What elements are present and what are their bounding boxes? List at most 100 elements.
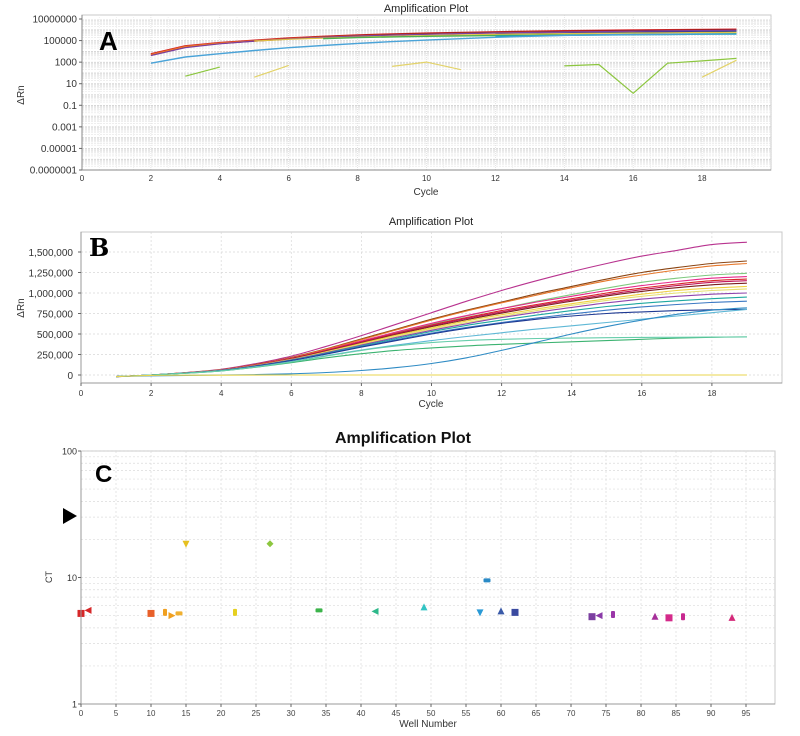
- chart-c-point-well-93: [728, 613, 736, 621]
- chart-b-xtick-label: 2: [149, 389, 154, 398]
- chart-c-xtick-label: 15: [182, 709, 191, 718]
- chart-a-title: Amplification Plot: [384, 3, 468, 15]
- chart-b-lines: [116, 241, 747, 378]
- chart-c-point-well-76: [611, 610, 615, 618]
- chart-c-xtick-label: 25: [252, 709, 261, 718]
- chart-b-xtick-label: 8: [359, 389, 364, 398]
- chart-c-ytick-label: 1: [72, 700, 77, 710]
- chart-b-ytick-label: 500,000: [37, 330, 74, 341]
- chart-c-xtick-label: 20: [217, 709, 226, 718]
- chart-c-point-well-73: [588, 613, 596, 621]
- chart-b-series-yellow-flat: [116, 374, 747, 378]
- chart-c-point-well-42: [371, 607, 379, 615]
- chart-a-ticks: 0.0000001 0.00001 0.001 0.1 10 1000 100000 1000…: [30, 15, 771, 183]
- chart-b-ytick-label: 750,000: [37, 310, 74, 321]
- chart-c-point-well-62: [511, 608, 519, 616]
- chart-a-ytick-label: 0.001: [52, 122, 77, 133]
- chart-c-xtick-label: 85: [672, 709, 681, 718]
- chart-c-xlabel: Well Number: [399, 719, 457, 730]
- chart-c-grid: [80, 450, 776, 705]
- chart-c-point-well-10: [147, 609, 155, 617]
- chart-a-xtick-label: 12: [491, 174, 500, 183]
- chart-a-xtick-label: 14: [560, 174, 569, 183]
- chart-a-ytick-label: 0.0000001: [30, 166, 78, 177]
- chart-b-xtick-label: 6: [289, 389, 294, 398]
- chart-a-ytick-label: 10000000: [33, 15, 78, 26]
- chart-b-xtick-label: 14: [567, 389, 576, 398]
- chart-b-ylabel: ΔRn: [16, 298, 27, 317]
- chart-a: 0.0000001 0.00001 0.001 0.1 10 1000 100000 1000…: [16, 3, 772, 198]
- chart-c-xtick-label: 95: [742, 709, 751, 718]
- chart-c-point-well-86: [681, 613, 685, 621]
- chart-a-xtick-label: 2: [149, 174, 154, 183]
- chart-a-series-purple: [150, 29, 737, 57]
- chart-c-point-well-74: [595, 612, 603, 620]
- chart-c-ylabel: CT: [44, 571, 54, 583]
- chart-a-xtick-label: 18: [698, 174, 707, 183]
- chart-c-xtick-label: 55: [462, 709, 471, 718]
- chart-c: 1 10 100 0 5 10 15 20 25 30 35 40 45 50 55 60 65 70 75 80 85…: [44, 430, 776, 730]
- chart-c-point-well-15: [182, 540, 190, 548]
- chart-c-ytick-label: 10: [67, 573, 77, 583]
- chart-c-ticks: 1 10 100 0 5 10 15 20 25 30 35 40 45 50 55 60 65 70 75 80 85…: [62, 447, 775, 718]
- chart-a-ytick-label: 10: [66, 79, 78, 90]
- chart-b-xtick-label: 4: [219, 389, 224, 398]
- chart-b-title: Amplification Plot: [389, 216, 473, 228]
- chart-a-ytick-label: 1000: [55, 58, 78, 69]
- chart-b-xtick-label: 12: [497, 389, 506, 398]
- chart-c-xtick-label: 65: [532, 709, 541, 718]
- chart-c-xtick-label: 60: [497, 709, 506, 718]
- chart-c-point-well-27: [266, 540, 274, 548]
- chart-c-point-well-49: [420, 603, 428, 611]
- chart-b-ytick-label: 1,500,000: [29, 248, 74, 259]
- chart-c-point-well-1: [84, 606, 92, 614]
- chart-c-xtick-label: 0: [79, 709, 84, 718]
- chart-c-point-well-82: [651, 612, 659, 620]
- chart-c-point-well-14: [175, 611, 183, 616]
- chart-b-xtick-label: 0: [79, 389, 84, 398]
- chart-a-ytick-label: 100000: [44, 36, 78, 47]
- panel-label-a: A: [99, 26, 118, 56]
- chart-a-ylabel: ΔRn: [16, 85, 27, 104]
- chart-c-point-well-57: [476, 609, 484, 617]
- chart-c-xtick-label: 45: [392, 709, 401, 718]
- chart-c-points: [77, 540, 736, 622]
- chart-a-ytick-label: 0.00001: [41, 144, 78, 155]
- chart-a-series-green-fragment-2: [564, 57, 737, 94]
- chart-c-point-well-60: [497, 607, 505, 615]
- chart-c-point-well-58: [483, 578, 491, 583]
- chart-a-xtick-label: 6: [286, 174, 291, 183]
- chart-c-xtick-label: 30: [287, 709, 296, 718]
- chart-b-grid: [80, 231, 783, 384]
- chart-a-series-yellow-fragment-2: [392, 61, 462, 71]
- chart-a-series-yellow-fragment-1: [254, 64, 289, 78]
- chart-b-ticks: 0 250,000 500,000 750,000 1,000,000 1,250,000…: [29, 232, 782, 398]
- chart-a-series-lightblue: [150, 33, 737, 64]
- chart-a-xtick-label: 10: [422, 174, 431, 183]
- chart-c-xtick-label: 10: [147, 709, 156, 718]
- chart-c-ytick-label: 100: [62, 447, 77, 457]
- chart-c-xtick-label: 35: [322, 709, 331, 718]
- chart-b-ytick-label: 1,000,000: [29, 289, 74, 300]
- chart-c-xtick-label: 75: [602, 709, 611, 718]
- chart-c-plot-area: [80, 450, 776, 705]
- chart-c-point-well-12: [163, 608, 167, 616]
- chart-c-xtick-label: 40: [357, 709, 366, 718]
- chart-a-grid: [81, 14, 772, 171]
- chart-b-xtick-label: 18: [707, 389, 716, 398]
- chart-a-xtick-label: 4: [218, 174, 223, 183]
- chart-c-xtick-label: 90: [707, 709, 716, 718]
- chart-a-xtick-label: 16: [629, 174, 638, 183]
- chart-a-xtick-label: 8: [355, 174, 360, 183]
- chart-a-series-yellow-fragment-3: [701, 59, 737, 78]
- chart-c-xtick-label: 50: [427, 709, 436, 718]
- chart-c-title: Amplification Plot: [335, 430, 472, 447]
- chart-c-point-well-22: [233, 608, 237, 616]
- chart-c-xtick-label: 70: [567, 709, 576, 718]
- panel-label-c: C: [95, 461, 112, 488]
- chart-a-xlabel: Cycle: [413, 187, 438, 198]
- chart-b-ytick-label: 250,000: [37, 351, 74, 362]
- chart-c-point-well-84: [665, 614, 673, 622]
- threshold-arrow-icon: [63, 508, 77, 524]
- chart-c-point-well-34: [315, 608, 323, 613]
